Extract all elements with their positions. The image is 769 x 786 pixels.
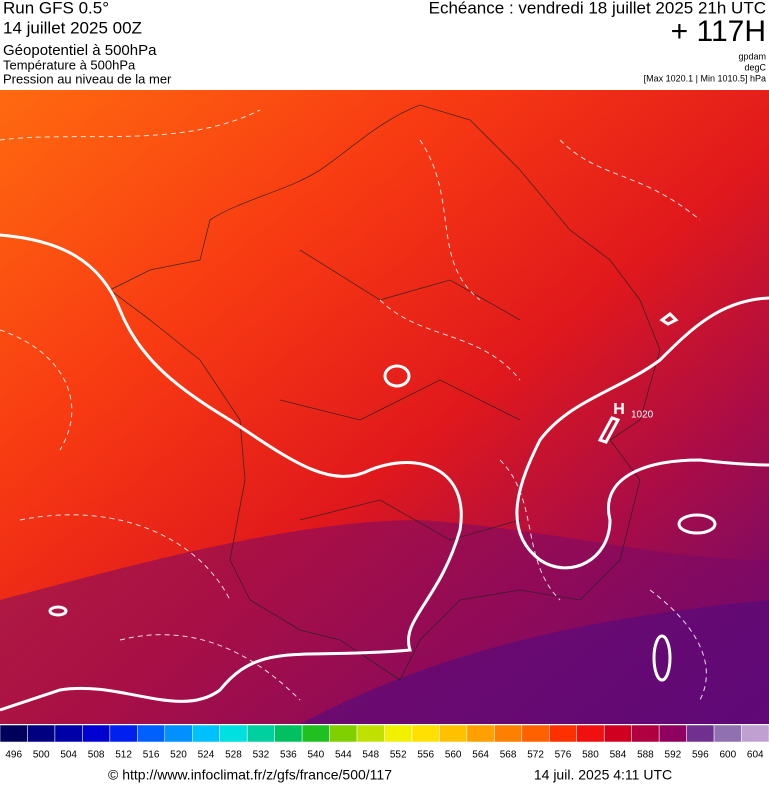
colorbar-label: 592 xyxy=(665,750,682,761)
region-border xyxy=(279,249,521,541)
field-label: Géopotentiel à 500hPa xyxy=(3,42,157,59)
colorbar-label: 544 xyxy=(335,750,352,761)
field-band xyxy=(300,600,769,724)
colorbar-swatch xyxy=(274,724,303,743)
map: H 1020 xyxy=(0,90,769,724)
colorbar-swatch xyxy=(219,724,248,743)
colorbar-label: 504 xyxy=(60,750,77,761)
colorbar-label: 508 xyxy=(88,750,105,761)
colorbar-label: 512 xyxy=(115,750,132,761)
colorbar-label: 524 xyxy=(198,750,215,761)
colorbar-label: 552 xyxy=(390,750,407,761)
colorbar-swatch xyxy=(0,724,28,743)
unit-label: degC xyxy=(744,62,766,72)
run-date: 14 juillet 2025 00Z xyxy=(3,18,142,37)
colorbar-swatch xyxy=(686,724,715,743)
unit-label: gpdam xyxy=(738,51,766,61)
colorbar-swatch xyxy=(192,724,220,743)
colorbar-swatch xyxy=(137,724,166,743)
colorbar-label: 572 xyxy=(527,750,544,761)
timestamp: 14 juil. 2025 4:11 UTC xyxy=(534,767,672,783)
isobar-label: 1020 xyxy=(631,410,654,421)
colorbar-swatch xyxy=(521,724,550,743)
isobar xyxy=(677,513,717,535)
colorbar-label: 528 xyxy=(225,750,242,761)
colorbar-label: 564 xyxy=(472,750,489,761)
colorbar-swatch xyxy=(82,724,111,743)
colorbar-label: 604 xyxy=(747,750,764,761)
colorbar-label: 584 xyxy=(610,750,627,761)
source-url: © http://www.infoclimat.fr/z/gfs/france/… xyxy=(108,767,392,783)
colorbar-swatch xyxy=(713,724,742,743)
colorbar-label: 516 xyxy=(143,750,160,761)
colorbar-label: 580 xyxy=(582,750,599,761)
colorbar-swatch xyxy=(109,724,138,743)
colorbar-swatch xyxy=(246,724,275,743)
colorbar-swatch xyxy=(439,724,468,743)
colorbar-label: 532 xyxy=(253,750,270,761)
colorbar-swatch xyxy=(466,724,495,743)
isobar xyxy=(659,312,679,326)
run-title: Run GFS 0.5° xyxy=(3,0,109,17)
colorbar-swatch xyxy=(329,724,358,743)
isotherm xyxy=(0,109,707,701)
colorbar-label: 576 xyxy=(555,750,572,761)
colorbar-swatch xyxy=(549,724,577,743)
isobar xyxy=(0,233,463,712)
high-pressure-symbol: H xyxy=(613,401,625,418)
colorbar-swatch xyxy=(384,724,413,743)
colorbar-swatch xyxy=(411,724,440,743)
colorbar-swatch xyxy=(576,724,605,743)
valid-time: Echéance : vendredi 18 juillet 2025 21h … xyxy=(429,0,766,17)
colorbar-swatch xyxy=(631,724,660,743)
colorbar-swatch xyxy=(356,724,385,743)
field-label: Pression au niveau de la mer xyxy=(3,71,172,86)
field-label: Température à 500hPa xyxy=(3,57,136,72)
colorbar-swatch xyxy=(54,724,83,743)
colorbar-label: 596 xyxy=(692,750,709,761)
colorbar-swatch xyxy=(164,724,193,743)
colorbar-label: 500 xyxy=(33,750,50,761)
colorbar-label: 600 xyxy=(719,750,736,761)
colorbar-swatch xyxy=(494,724,523,743)
isobar xyxy=(383,364,411,388)
isobar xyxy=(48,605,68,617)
colorbar-label: 588 xyxy=(637,750,654,761)
colorbar-swatch xyxy=(301,724,330,743)
colorbar: 496 500 504 508 512 516 520 524 528 532 536 540 544 5… xyxy=(0,724,769,761)
isobar xyxy=(597,416,621,444)
minmax-label: [Max 1020.1 | Min 1010.5] hPa xyxy=(644,73,766,83)
colorbar-swatch xyxy=(27,724,56,743)
colorbar-label: 496 xyxy=(5,750,22,761)
colorbar-label: 560 xyxy=(445,750,462,761)
colorbar-swatch xyxy=(603,724,632,743)
colorbar-label: 540 xyxy=(307,750,324,761)
colorbar-swatch xyxy=(741,724,769,743)
country-border xyxy=(109,104,661,681)
colorbar-label: 536 xyxy=(280,750,297,761)
lead-time: + 117H xyxy=(671,15,766,48)
colorbar-label: 548 xyxy=(362,750,379,761)
isobar xyxy=(652,634,672,682)
colorbar-swatch xyxy=(658,724,687,743)
colorbar-label: 568 xyxy=(500,750,517,761)
isobar xyxy=(515,296,769,570)
colorbar-label: 520 xyxy=(170,750,187,761)
colorbar-label: 556 xyxy=(417,750,434,761)
